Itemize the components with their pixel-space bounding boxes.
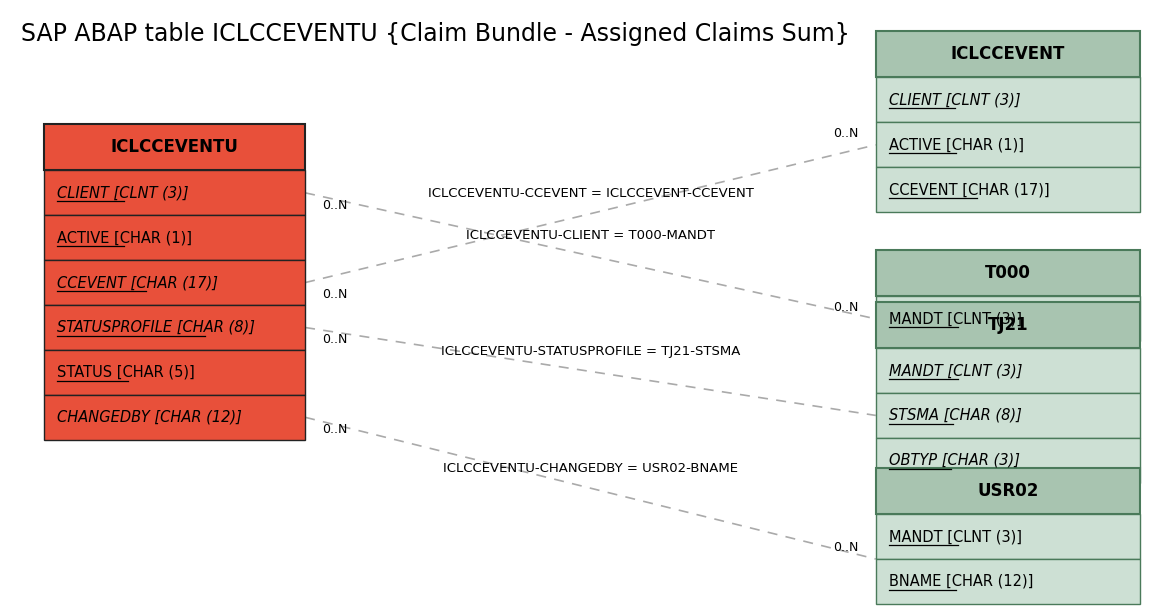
Text: ICLCCEVENT: ICLCCEVENT: [951, 46, 1065, 63]
Text: OBTYP [CHAR (3)]: OBTYP [CHAR (3)]: [889, 453, 1020, 468]
Text: STATUS [CHAR (5)]: STATUS [CHAR (5)]: [57, 365, 195, 380]
Bar: [876, 468, 1140, 514]
Text: CLIENT [CLNT (3)]: CLIENT [CLNT (3)]: [889, 92, 1020, 108]
Text: ICLCCEVENTU-CCEVENT = ICLCCEVENT-CCEVENT: ICLCCEVENTU-CCEVENT = ICLCCEVENT-CCEVENT: [428, 187, 753, 200]
Bar: [876, 438, 1140, 483]
Text: ACTIVE [CHAR (1)]: ACTIVE [CHAR (1)]: [889, 137, 1023, 153]
Bar: [44, 305, 305, 350]
Bar: [44, 260, 305, 305]
Text: 0..N: 0..N: [322, 423, 348, 436]
Text: ACTIVE [CHAR (1)]: ACTIVE [CHAR (1)]: [57, 230, 191, 245]
Text: 0..N: 0..N: [322, 333, 348, 346]
Text: CCEVENT [CHAR (17)]: CCEVENT [CHAR (17)]: [889, 182, 1049, 197]
Text: CCEVENT [CHAR (17)]: CCEVENT [CHAR (17)]: [57, 275, 218, 290]
Text: 0..N: 0..N: [322, 288, 348, 301]
Text: 0..N: 0..N: [833, 301, 858, 314]
Text: CHANGEDBY [CHAR (12)]: CHANGEDBY [CHAR (12)]: [57, 410, 241, 425]
Text: 0..N: 0..N: [322, 199, 348, 212]
Text: ICLCCEVENTU-STATUSPROFILE = TJ21-STSMA: ICLCCEVENTU-STATUSPROFILE = TJ21-STSMA: [441, 345, 740, 358]
Text: 0..N: 0..N: [833, 541, 858, 555]
Text: STSMA [CHAR (8)]: STSMA [CHAR (8)]: [889, 408, 1022, 423]
Text: 0..N: 0..N: [833, 127, 858, 140]
Bar: [44, 395, 305, 440]
Bar: [876, 302, 1140, 348]
Bar: [876, 393, 1140, 438]
Text: T000: T000: [985, 264, 1031, 282]
Text: STATUSPROFILE [CHAR (8)]: STATUSPROFILE [CHAR (8)]: [57, 320, 255, 335]
Text: SAP ABAP table ICLCCEVENTU {Claim Bundle - Assigned Claims Sum}: SAP ABAP table ICLCCEVENTU {Claim Bundle…: [21, 22, 850, 46]
Bar: [876, 77, 1140, 122]
Bar: [876, 559, 1140, 604]
Bar: [44, 124, 305, 170]
Text: CLIENT [CLNT (3)]: CLIENT [CLNT (3)]: [57, 185, 188, 200]
Bar: [876, 514, 1140, 559]
Text: ICLCCEVENTU-CLIENT = T000-MANDT: ICLCCEVENTU-CLIENT = T000-MANDT: [466, 229, 715, 242]
Bar: [876, 31, 1140, 77]
Text: MANDT [CLNT (3)]: MANDT [CLNT (3)]: [889, 529, 1022, 544]
Text: ICLCCEVENTU: ICLCCEVENTU: [110, 138, 239, 156]
Text: USR02: USR02: [978, 482, 1038, 500]
Text: ICLCCEVENTU-CHANGEDBY = USR02-BNAME: ICLCCEVENTU-CHANGEDBY = USR02-BNAME: [443, 462, 738, 475]
Text: MANDT [CLNT (3)]: MANDT [CLNT (3)]: [889, 363, 1022, 378]
Bar: [44, 215, 305, 260]
Bar: [876, 296, 1140, 341]
Bar: [44, 350, 305, 395]
Bar: [44, 170, 305, 215]
Text: MANDT [CLNT (3)]: MANDT [CLNT (3)]: [889, 311, 1022, 327]
Bar: [876, 250, 1140, 296]
Text: TJ21: TJ21: [987, 316, 1029, 334]
Bar: [876, 167, 1140, 212]
Text: BNAME [CHAR (12)]: BNAME [CHAR (12)]: [889, 574, 1032, 589]
Bar: [876, 348, 1140, 393]
Bar: [876, 122, 1140, 167]
